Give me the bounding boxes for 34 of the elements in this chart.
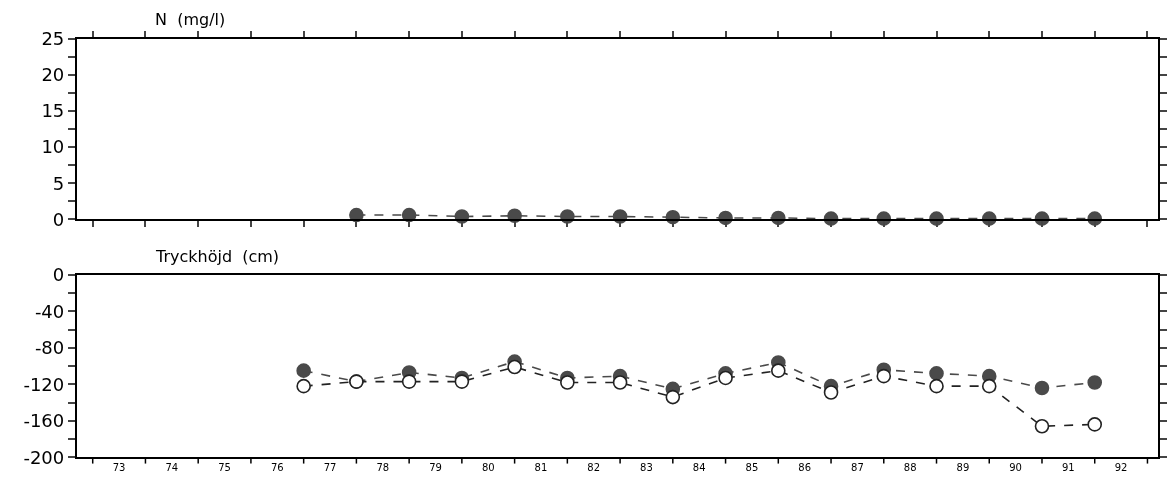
x-tick-label: 78 — [376, 462, 390, 474]
y-tick-label: 0 — [52, 208, 65, 230]
x-tick-label: 91 — [1061, 462, 1075, 474]
x-tick-label: 73 — [112, 462, 126, 474]
y-tick-label: 20 — [41, 64, 65, 86]
x-tick-label: 86 — [798, 462, 812, 474]
y-axis-title: Tryckhöjd (cm) — [155, 247, 280, 266]
y-tick-label: 5 — [52, 172, 65, 194]
y-tick-label: -160 — [23, 410, 65, 432]
x-tick-label: 79 — [429, 462, 442, 474]
y-tick-label: -200 — [23, 446, 65, 468]
x-tick-label: 82 — [587, 462, 601, 474]
x-tick-label: 76 — [270, 462, 284, 474]
y-tick-label: 0 — [52, 264, 65, 286]
x-tick-label: 92 — [1114, 462, 1128, 474]
x-tick-label: 83 — [640, 462, 653, 474]
y-tick-label: 10 — [41, 136, 65, 158]
x-tick-label: 84 — [692, 462, 706, 474]
y-axis-title: N (mg/l) — [155, 10, 226, 29]
y-tick-label: 15 — [41, 100, 65, 122]
y-tick-label: -40 — [34, 300, 65, 322]
x-tick-label: 77 — [323, 462, 337, 474]
y-tick-label: -120 — [23, 373, 65, 395]
x-tick-label: 90 — [1009, 462, 1022, 474]
x-tick-label: 80 — [481, 462, 495, 474]
y-tick-label: -80 — [34, 337, 65, 359]
x-tick-label: 74 — [165, 462, 179, 474]
x-tick-label: 85 — [745, 462, 759, 474]
x-tick-label: 75 — [218, 462, 231, 474]
x-tick-label: 89 — [956, 462, 970, 474]
x-tick-label: 88 — [903, 462, 917, 474]
x-tick-label: 81 — [534, 462, 548, 474]
y-tick-label: 25 — [41, 27, 65, 49]
x-tick-label: 87 — [851, 462, 864, 474]
